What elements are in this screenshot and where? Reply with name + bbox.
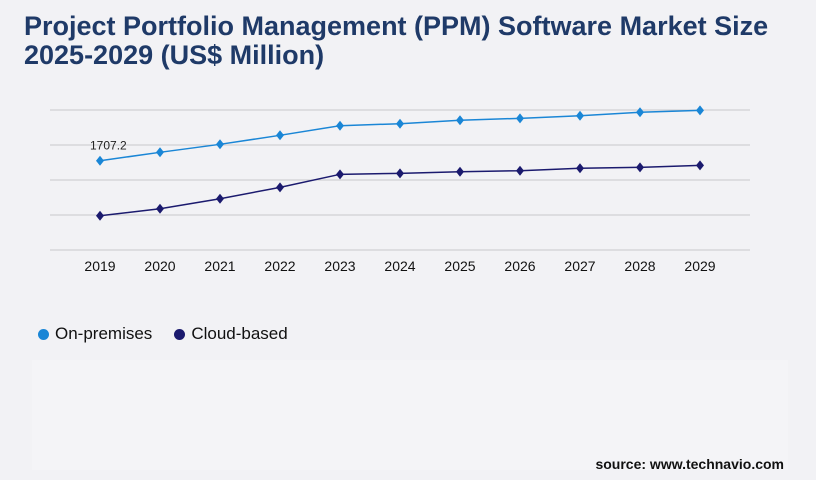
x-tick-label: 2028 — [624, 258, 655, 274]
line-chart: 2019 2020 2021 2022 2023 2024 2025 2026 2027 2028… — [50, 105, 750, 274]
data-point — [396, 118, 404, 129]
data-point — [96, 210, 104, 221]
data-point — [276, 130, 284, 141]
x-tick-label: 2019 — [84, 258, 115, 274]
data-point — [516, 113, 524, 124]
data-point — [156, 203, 164, 214]
data-point — [96, 155, 104, 166]
data-label: 1707.2 — [90, 139, 127, 153]
x-tick-label: 2024 — [384, 258, 415, 274]
x-tick-label: 2026 — [504, 258, 535, 274]
legend-item: Cloud-based — [174, 324, 288, 344]
x-tick-label: 2027 — [564, 258, 595, 274]
background-panel — [32, 360, 788, 470]
data-point — [696, 160, 704, 171]
legend-marker-icon — [174, 328, 186, 340]
legend-label: Cloud-based — [191, 324, 288, 343]
data-point — [156, 147, 164, 158]
data-point — [576, 163, 584, 174]
data-point — [516, 165, 524, 176]
data-point — [456, 166, 464, 177]
data-point — [216, 139, 224, 150]
x-tick-label: 2022 — [264, 258, 295, 274]
data-point — [696, 105, 704, 116]
x-tick-label: 2023 — [324, 258, 355, 274]
data-point — [276, 182, 284, 193]
legend: On-premises Cloud-based — [38, 324, 288, 344]
data-point — [456, 115, 464, 126]
series-line — [99, 109, 701, 162]
legend-item: On-premises — [38, 324, 152, 344]
x-tick-label: 2020 — [144, 258, 175, 274]
data-point — [336, 169, 344, 180]
data-point — [576, 110, 584, 121]
source-text: source: www.technavio.com — [595, 456, 784, 472]
chart-title: Project Portfolio Management (PPM) Softw… — [24, 11, 769, 70]
x-tick-label: 2029 — [684, 258, 715, 274]
data-point — [336, 120, 344, 131]
data-point — [396, 168, 404, 179]
data-point — [636, 162, 644, 173]
data-point — [216, 193, 224, 204]
x-tick-label: 2021 — [204, 258, 235, 274]
data-point — [636, 107, 644, 118]
legend-marker-icon — [38, 328, 49, 340]
legend-label: On-premises — [55, 324, 153, 343]
x-tick-label: 2025 — [444, 258, 475, 274]
